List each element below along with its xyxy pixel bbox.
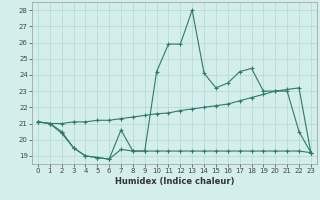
X-axis label: Humidex (Indice chaleur): Humidex (Indice chaleur) [115,177,234,186]
